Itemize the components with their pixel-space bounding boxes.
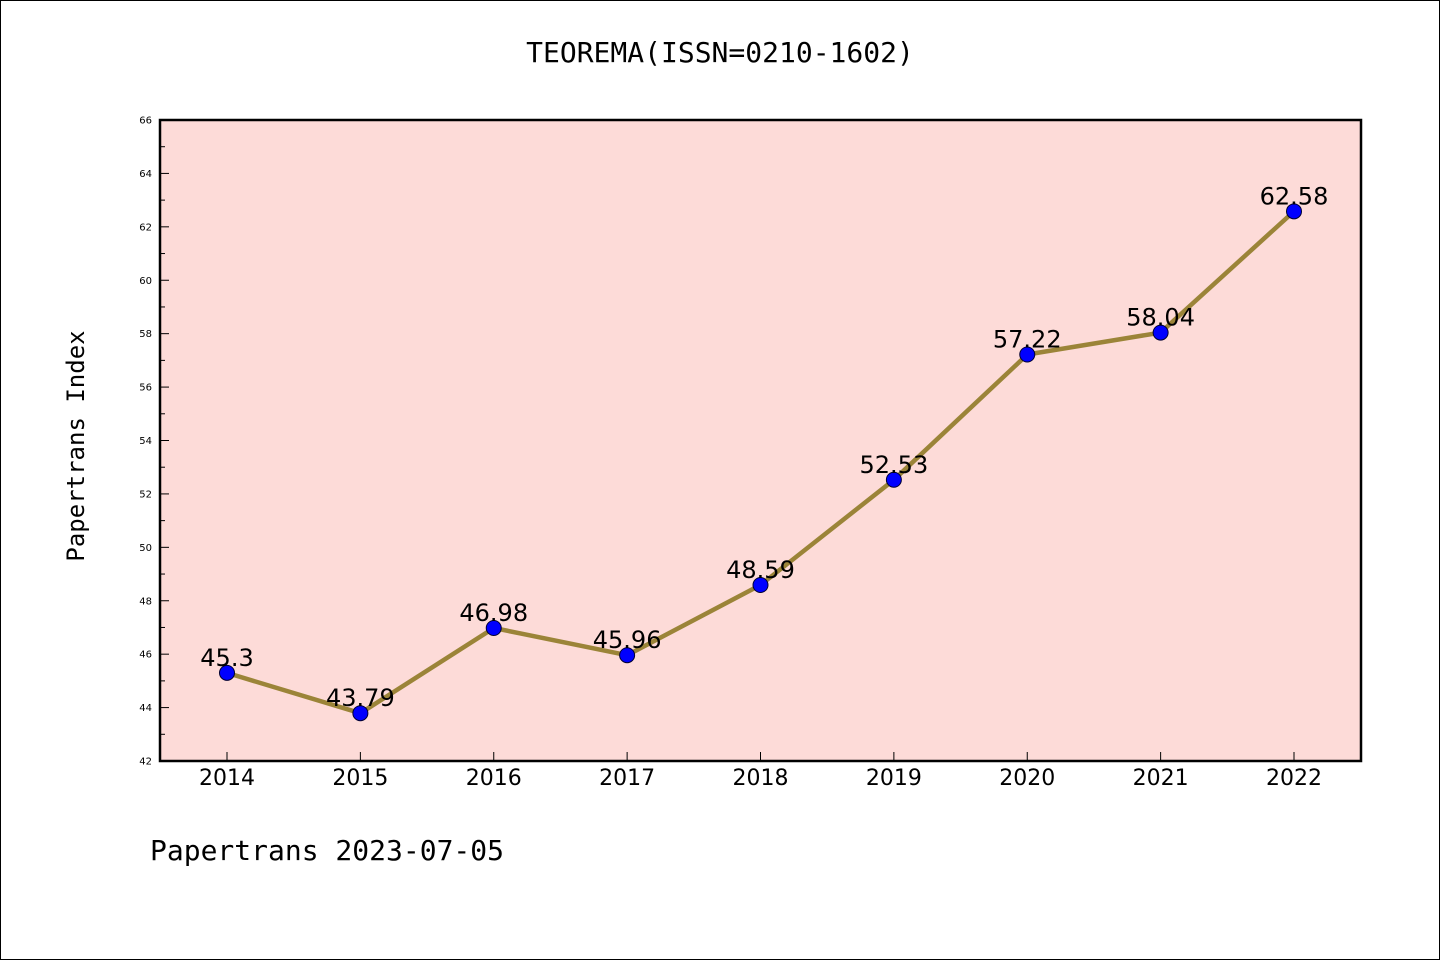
y-tick-label: 66 — [139, 116, 152, 127]
y-axis-title: Papertrans Index — [62, 330, 90, 561]
y-axis: 42 44 46 48 50 52 54 56 58 60 62 64 66 — [139, 116, 169, 768]
data-point — [485, 619, 502, 636]
x-tick-label: 2018 — [733, 766, 789, 791]
y-tick-label: 42 — [139, 757, 152, 768]
data-label: 57.22 — [993, 325, 1062, 353]
data-label: 43.79 — [326, 684, 395, 712]
data-label: 45.96 — [593, 626, 662, 654]
x-axis: 2014 2015 2016 2017 2018 2019 2020 2021 2022 — [199, 752, 1322, 791]
y-tick-label: 58 — [139, 329, 152, 340]
data-label: 62.58 — [1260, 182, 1329, 210]
y-tick-label: 60 — [139, 276, 152, 287]
data-label: 58.04 — [1126, 304, 1195, 332]
x-tick-label: 2017 — [599, 766, 655, 791]
x-tick-label: 2021 — [1133, 766, 1189, 791]
y-tick-label: 50 — [139, 543, 152, 554]
data-point — [752, 576, 769, 593]
data-point — [619, 647, 636, 664]
data-label: 48.59 — [726, 556, 795, 584]
data-point — [1286, 203, 1302, 220]
y-tick-label: 54 — [139, 436, 152, 447]
data-point — [219, 664, 235, 681]
data-label-group: 45.3 43.79 46.98 45.96 48.59 52.53 57.22 58.04 6… — [200, 182, 1328, 712]
chart-title: TEOREMA(ISSN=0210-1602) — [526, 36, 914, 69]
y-tick-label: 52 — [139, 489, 152, 500]
data-label: 52.53 — [860, 451, 929, 479]
x-tick-label: 2016 — [466, 766, 522, 791]
y-tick-label: 46 — [139, 650, 152, 661]
x-tick-label: 2020 — [999, 766, 1055, 791]
x-tick-label: 2014 — [199, 766, 255, 791]
x-tick-label: 2022 — [1266, 766, 1322, 791]
y-tick-label: 62 — [139, 222, 152, 233]
data-point — [1152, 324, 1169, 341]
x-tick-label: 2019 — [866, 766, 922, 791]
y-tick-label: 64 — [139, 169, 152, 180]
y-tick-label: 48 — [139, 596, 152, 607]
data-label: 45.3 — [200, 644, 253, 672]
y-tick-label: 56 — [139, 383, 152, 394]
data-point — [352, 705, 369, 722]
data-label: 46.98 — [459, 599, 528, 627]
y-tick-label: 44 — [139, 703, 152, 714]
data-point — [885, 471, 902, 488]
plot-area — [158, 118, 1363, 763]
footer-note: Papertrans 2023-07-05 — [150, 834, 505, 867]
x-tick-label: 2015 — [332, 766, 388, 791]
marker-group — [219, 203, 1302, 722]
data-point — [1019, 346, 1036, 363]
